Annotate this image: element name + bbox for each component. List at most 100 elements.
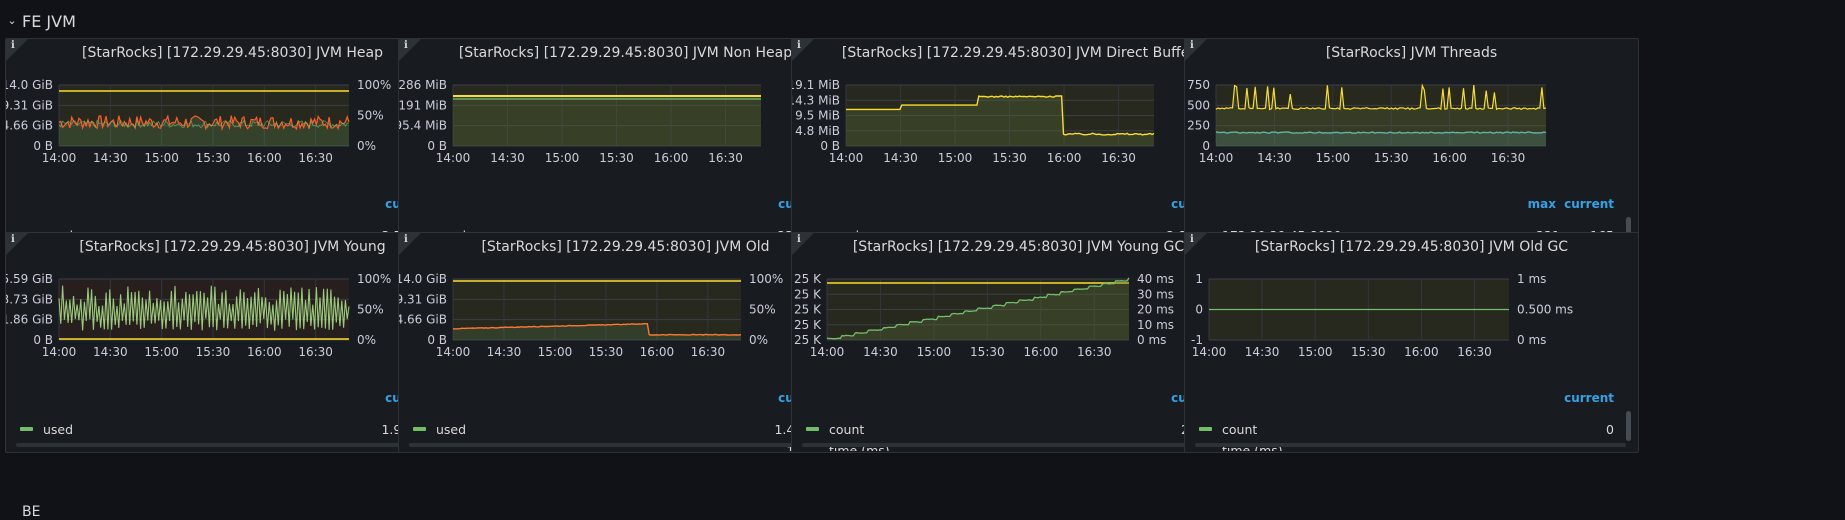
legend-name: used bbox=[436, 421, 467, 437]
legend-row-2[interactable]: time (ms) bbox=[1222, 443, 1283, 451]
panel-info-corner[interactable] bbox=[792, 39, 814, 61]
x-tick-label: 14:00 bbox=[436, 345, 471, 359]
x-tick-label: 16:30 bbox=[1491, 151, 1526, 165]
y-tick-label: 1.86 GiB bbox=[6, 313, 53, 327]
x-tick-label: 16:30 bbox=[1101, 151, 1136, 165]
info-icon[interactable]: i bbox=[797, 40, 801, 51]
x-tick-label: 15:30 bbox=[599, 151, 634, 165]
y-tick-label: 9.5 MiB bbox=[795, 109, 840, 123]
legend-row[interactable]: count 0 bbox=[1199, 419, 1614, 439]
panel-younggc[interactable]: i [StarRocks] [172.29.29.45:8030] JVM Yo… bbox=[791, 232, 1246, 453]
panel-info-corner[interactable] bbox=[792, 233, 814, 255]
y-tick-label: 191 MiB bbox=[399, 98, 447, 112]
y2-tick-label: 100% bbox=[357, 78, 391, 92]
series-area-1 bbox=[1216, 85, 1546, 146]
panel-direct[interactable]: i [StarRocks] [172.29.29.45:8030] JVM Di… bbox=[791, 38, 1246, 259]
y2-tick-label: 20 ms bbox=[1137, 303, 1174, 317]
series-172.29.29.45 bbox=[1215, 131, 1547, 134]
info-icon[interactable]: i bbox=[1190, 40, 1194, 51]
y-tick-label: 0 bbox=[1202, 139, 1210, 153]
info-icon[interactable]: i bbox=[11, 234, 15, 245]
panel-title[interactable]: [StarRocks] [172.29.29.45:8030] JVM Old … bbox=[1254, 239, 1569, 255]
chart-oldgc: 1 0 -1 1 ms 0.500 ms 0 ms 14:00 14:30 15:00 15:30… bbox=[1191, 272, 1573, 359]
y2-tick-label: 50% bbox=[357, 109, 384, 123]
panel-heap[interactable]: i [StarRocks] [172.29.29.45:8030] JVM He… bbox=[5, 38, 460, 259]
legend-name: count bbox=[829, 421, 865, 437]
y-tick-label: 25 K bbox=[794, 303, 822, 317]
panel-info-corner[interactable] bbox=[399, 39, 421, 61]
legend-swatch bbox=[806, 427, 819, 431]
legend-scrollbar-v[interactable] bbox=[1626, 411, 1631, 441]
panel-old[interactable]: i [StarRocks] [172.29.29.45:8030] JVM Ol… bbox=[398, 232, 853, 453]
row-header-fe-jvm[interactable]: ⌄ FE JVM bbox=[6, 10, 75, 32]
x-tick-label: 15:00 bbox=[938, 151, 973, 165]
chevron-down-icon[interactable]: ⌄ bbox=[7, 13, 17, 27]
next-row-title[interactable]: BE bbox=[22, 504, 41, 520]
y-tick-label: 0 B bbox=[427, 139, 447, 153]
panel-title[interactable]: [StarRocks] [172.29.29.45:8030] JVM Non … bbox=[458, 45, 793, 61]
panel-info-corner[interactable] bbox=[6, 39, 28, 61]
y2-tick-label: 0 ms bbox=[1517, 333, 1546, 347]
x-tick-label: 16:00 bbox=[640, 345, 675, 359]
panel-title[interactable]: [StarRocks] [172.29.29.45:8030] JVM Youn… bbox=[79, 239, 386, 255]
panel-young[interactable]: i [StarRocks] [172.29.29.45:8030] JVM Yo… bbox=[5, 232, 460, 453]
x-tick-label: 16:00 bbox=[1024, 345, 1059, 359]
panel-info-corner[interactable] bbox=[399, 233, 421, 255]
legend-scrollbar-h[interactable] bbox=[1195, 443, 1626, 447]
panel-info-corner[interactable] bbox=[1185, 39, 1207, 61]
series-used bbox=[846, 95, 1155, 136]
series-172.29.29.46 bbox=[1215, 83, 1547, 111]
legend-header-current[interactable]: current bbox=[1564, 197, 1614, 211]
y-tick-label: 4.66 GiB bbox=[399, 313, 447, 327]
info-icon[interactable]: i bbox=[404, 40, 408, 51]
info-icon[interactable]: i bbox=[1190, 234, 1194, 245]
x-tick-label: 16:00 bbox=[1047, 151, 1082, 165]
chart-young: 5.59 GiB 3.73 GiB 1.86 GiB 0 B 100% 50% 0% 14:0… bbox=[6, 272, 391, 359]
legend-scrollbar-h[interactable] bbox=[409, 443, 840, 447]
legend-row[interactable]: used 1.96 GiB bbox=[20, 419, 435, 439]
panel-title[interactable]: [StarRocks] [172.29.29.45:8030] JVM Heap bbox=[82, 45, 383, 61]
legend-value-current: 0 bbox=[1606, 421, 1614, 437]
legend-swatch bbox=[20, 427, 33, 431]
x-tick-label: 15:30 bbox=[1374, 151, 1409, 165]
y2-tick-label: 0% bbox=[749, 333, 768, 347]
panel-nonheap[interactable]: i [StarRocks] [172.29.29.45:8030] JVM No… bbox=[398, 38, 853, 259]
legend-header-max[interactable]: max bbox=[1527, 197, 1556, 211]
y-tick-label: 0 B bbox=[33, 333, 53, 347]
y-tick-label: 4.66 GiB bbox=[6, 119, 53, 133]
y2-tick-label: 1 ms bbox=[1517, 272, 1546, 286]
x-tick-label: 14:00 bbox=[436, 151, 471, 165]
x-tick-label: 15:00 bbox=[545, 151, 580, 165]
y-tick-label: 25 K bbox=[794, 333, 822, 347]
panel-title[interactable]: [StarRocks] [172.29.29.45:8030] JVM Dire… bbox=[841, 45, 1196, 61]
info-icon[interactable]: i bbox=[797, 234, 801, 245]
x-tick-label: 14:00 bbox=[1192, 345, 1227, 359]
y-tick-label: 4.8 MiB bbox=[795, 124, 840, 138]
panel-oldgc[interactable]: i [StarRocks] [172.29.29.45:8030] JVM Ol… bbox=[1184, 232, 1639, 453]
legend-row[interactable]: count 24.7 K bbox=[806, 419, 1221, 439]
y-tick-label: 14.0 GiB bbox=[399, 272, 447, 286]
panel-title[interactable]: [StarRocks] [172.29.29.45:8030] JVM Youn… bbox=[852, 239, 1185, 255]
x-tick-label: 15:00 bbox=[1316, 151, 1351, 165]
legend-scrollbar-h[interactable] bbox=[802, 443, 1233, 447]
panel-info-corner[interactable] bbox=[6, 233, 28, 255]
y2-tick-label: 0% bbox=[357, 333, 376, 347]
legend-scrollbar-h[interactable] bbox=[16, 443, 447, 447]
info-icon[interactable]: i bbox=[11, 40, 15, 51]
x-tick-label: 14:00 bbox=[42, 151, 77, 165]
legend-header-current[interactable]: current bbox=[1564, 391, 1614, 405]
legend-row[interactable]: used 1.48 GiB bbox=[413, 419, 828, 439]
panel-title[interactable]: [StarRocks] JVM Threads bbox=[1325, 45, 1498, 61]
series-used-pct bbox=[58, 119, 350, 129]
panel-info-corner[interactable] bbox=[1185, 233, 1207, 255]
y-tick-label: 14.0 GiB bbox=[6, 78, 53, 92]
y-tick-label: 14.3 MiB bbox=[792, 93, 840, 107]
x-tick-label: 14:30 bbox=[1257, 151, 1292, 165]
panel-threads[interactable]: i [StarRocks] JVM Threads 750 500 250 0 14:0… bbox=[1184, 38, 1639, 259]
info-icon[interactable]: i bbox=[404, 234, 408, 245]
x-tick-label: 16:00 bbox=[1404, 345, 1439, 359]
panel-title[interactable]: [StarRocks] [172.29.29.45:8030] JVM Old bbox=[481, 239, 770, 255]
y2-tick-label: 40 ms bbox=[1137, 272, 1174, 286]
legend-swatch bbox=[1199, 427, 1212, 431]
